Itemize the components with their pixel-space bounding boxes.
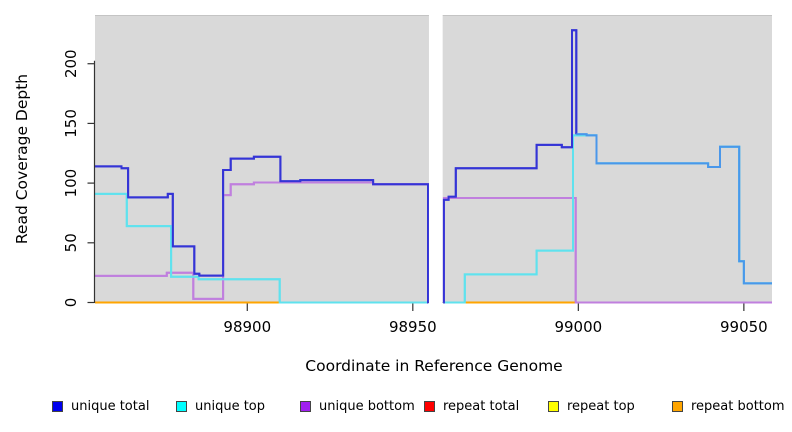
x-axis-title: Coordinate in Reference Genome [305, 357, 562, 375]
legend-swatch-repeat-bottom [672, 401, 683, 412]
y-tick-label: 0 [62, 298, 80, 308]
legend-swatch-repeat-total [424, 401, 435, 412]
legend-item-repeat-top: repeat top [548, 399, 672, 414]
x-tick-label: 98900 [223, 318, 271, 336]
series-line-unique-total [95, 155, 429, 304]
series-line-unique-total [576, 133, 772, 285]
legend-label: unique bottom [319, 399, 415, 414]
legend-item-unique-bottom: unique bottom [300, 399, 424, 414]
series-line-unique-top [95, 192, 429, 304]
y-tick-label: 150 [62, 109, 80, 138]
legend-label: repeat total [443, 399, 520, 414]
chart-legend: unique total unique top unique bottom repea… [52, 399, 792, 414]
legend-swatch-unique-top [176, 401, 187, 412]
legend-item-unique-total: unique total [52, 399, 176, 414]
legend-swatch-unique-bottom [300, 401, 311, 412]
legend-label: unique total [71, 399, 150, 414]
legend-swatch-unique-total [52, 401, 63, 412]
legend-label: repeat top [567, 399, 635, 414]
legend-label: unique top [195, 399, 266, 414]
legend-item-repeat-bottom: repeat bottom [672, 399, 792, 414]
no-data-gap [428, 15, 443, 303]
series-line-unique-total [442, 29, 578, 304]
y-tick-label: 200 [62, 49, 80, 78]
legend-swatch-repeat-top [548, 401, 559, 412]
legend-item-unique-top: unique top [176, 399, 300, 414]
legend-label: repeat bottom [691, 399, 785, 414]
y-tick-label: 50 [62, 233, 80, 252]
series-lines [95, 29, 772, 304]
x-tick-label: 99050 [720, 318, 768, 336]
x-tick-label: 99000 [554, 318, 602, 336]
y-axis-title: Read Coverage Depth [13, 74, 31, 244]
legend-item-repeat-total: repeat total [424, 399, 548, 414]
y-tick-label: 100 [62, 169, 80, 198]
x-tick-label: 98950 [389, 318, 437, 336]
